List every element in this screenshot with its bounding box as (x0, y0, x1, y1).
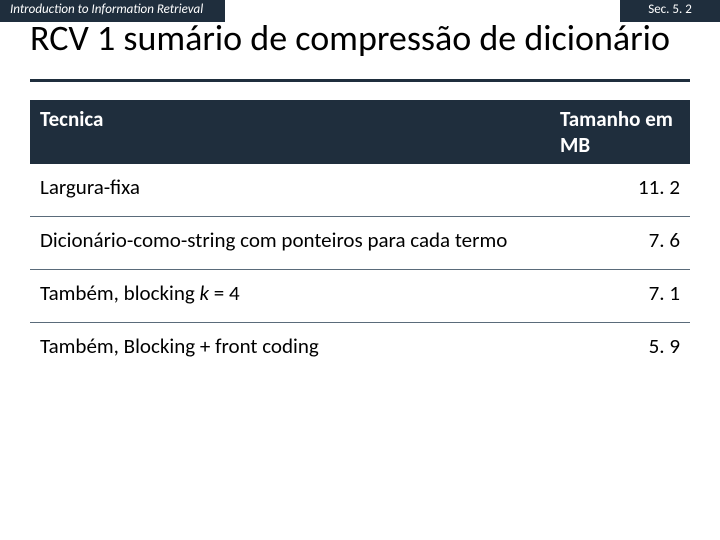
col-header-technique: Tecnica (30, 100, 550, 164)
slide-title: RCV 1 sumário de compressão de dicionári… (30, 18, 690, 59)
col-header-size: Tamanho em MB (550, 100, 690, 164)
table-row: Também, blocking k = 4 7. 1 (30, 270, 690, 323)
title-underline (30, 79, 690, 82)
cell-technique: Largura-fixa (30, 164, 550, 217)
cell-technique: Dicionário-como-string com ponteiros par… (30, 217, 550, 270)
compression-table: Tecnica Tamanho em MB Largura-fixa 11. 2… (30, 100, 690, 375)
table-row: Largura-fixa 11. 2 (30, 164, 690, 217)
cell-size: 11. 2 (550, 164, 690, 217)
cell-technique: Também, blocking k = 4 (30, 270, 550, 323)
cell-size: 7. 1 (550, 270, 690, 323)
table-header-row: Tecnica Tamanho em MB (30, 100, 690, 164)
cell-technique: Também, Blocking + front coding (30, 323, 550, 376)
cell-size: 5. 9 (550, 323, 690, 376)
table-row: Também, Blocking + front coding 5. 9 (30, 323, 690, 376)
cell-size: 7. 6 (550, 217, 690, 270)
title-container: RCV 1 sumário de compressão de dicionári… (0, 18, 720, 69)
table-row: Dicionário-como-string com ponteiros par… (30, 217, 690, 270)
